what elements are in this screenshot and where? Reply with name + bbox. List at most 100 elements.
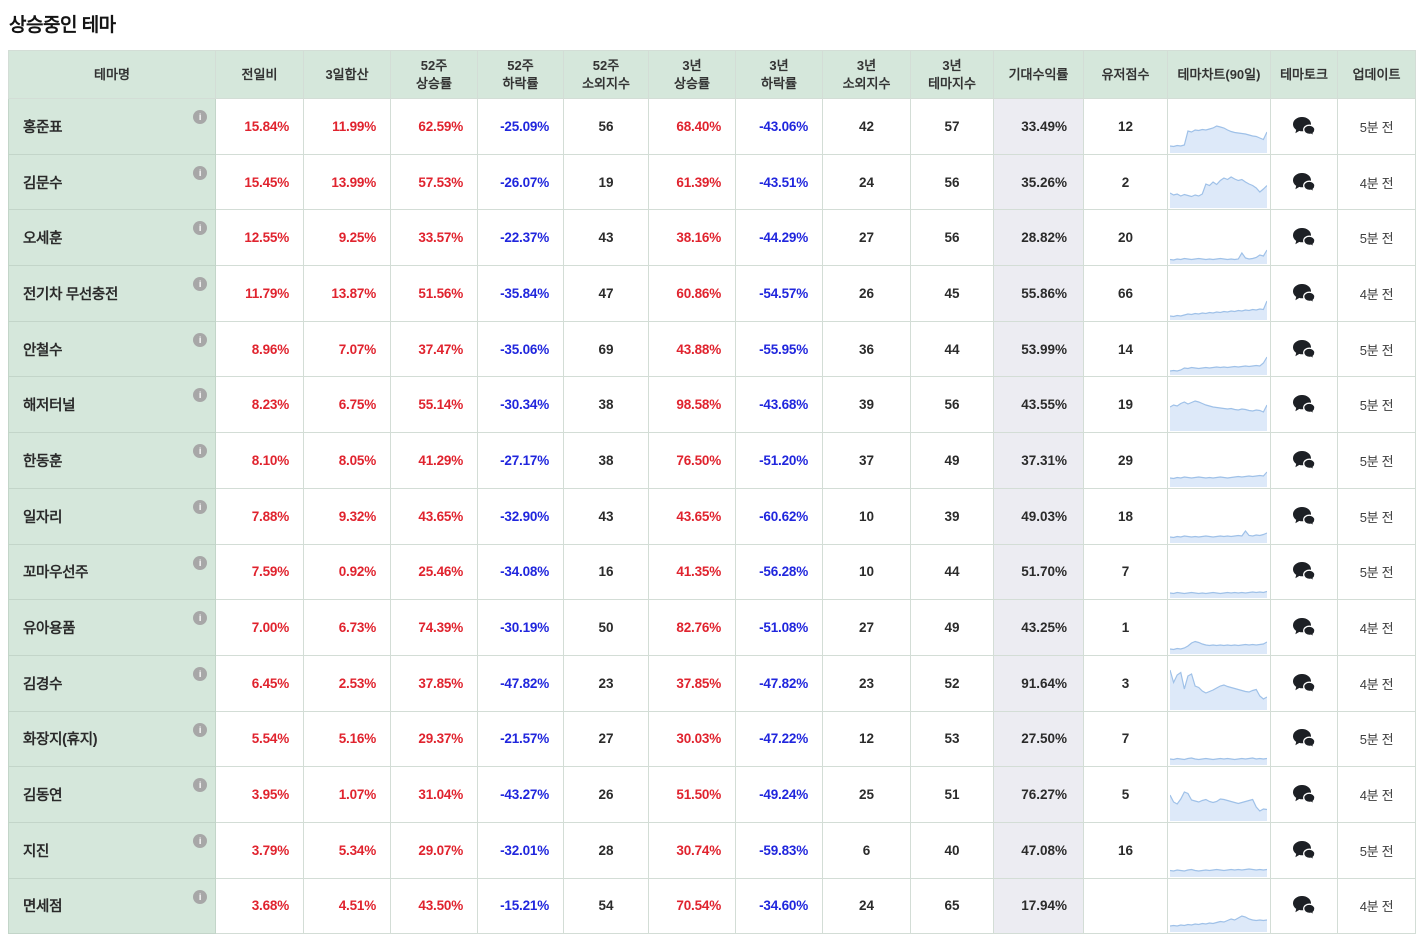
talk-icon[interactable] (1292, 227, 1316, 249)
theme-talk-cell[interactable] (1270, 766, 1338, 823)
theme-name[interactable]: 일자리 (23, 509, 63, 526)
change-1d-value: 8.96% (215, 320, 304, 378)
col-header-neglect-52w[interactable]: 52주 소외지수 (563, 50, 649, 99)
theme-talk-cell[interactable] (1270, 710, 1338, 768)
theme-talk-cell[interactable] (1270, 153, 1338, 211)
theme-name[interactable]: 화장지(휴지) (23, 732, 98, 749)
talk-icon[interactable] (1292, 895, 1316, 917)
talk-icon[interactable] (1292, 394, 1316, 416)
theme-talk-cell[interactable] (1270, 432, 1338, 489)
theme-name-cell[interactable]: 한동훈 i (8, 432, 216, 489)
info-icon[interactable]: i (193, 611, 207, 626)
theme-name[interactable]: 해저터널 (23, 398, 76, 415)
theme-talk-cell[interactable] (1270, 654, 1338, 712)
col-header-fall-3y[interactable]: 3년 하락률 (735, 50, 823, 99)
theme-name[interactable]: 전기차 무선충전 (23, 286, 119, 303)
theme-sparkline-chart (1167, 877, 1271, 934)
info-icon[interactable]: i (193, 332, 207, 347)
col-header-rise-3y[interactable]: 3년 상승률 (648, 50, 736, 99)
theme-talk-cell[interactable] (1270, 209, 1338, 267)
info-icon[interactable]: i (193, 722, 207, 737)
talk-icon[interactable] (1292, 116, 1316, 137)
info-icon[interactable]: i (193, 277, 207, 292)
theme-talk-cell[interactable] (1270, 599, 1338, 656)
info-icon[interactable]: i (193, 778, 207, 793)
theme-name[interactable]: 김경수 (23, 676, 63, 693)
theme-name[interactable]: 면세점 (23, 899, 63, 916)
theme-name-cell[interactable]: 화장지(휴지) i (8, 710, 216, 768)
theme-name[interactable]: 한동훈 (23, 453, 63, 470)
info-icon[interactable]: i (193, 388, 207, 403)
talk-icon[interactable] (1292, 673, 1316, 694)
theme-talk-cell[interactable] (1270, 320, 1338, 378)
theme-talk-cell[interactable] (1270, 376, 1338, 434)
theme-name-cell[interactable]: 홍준표 i (8, 98, 216, 155)
theme-name-cell[interactable]: 유아용품 i (8, 599, 216, 656)
talk-icon[interactable] (1292, 506, 1316, 527)
talk-icon[interactable] (1292, 784, 1316, 806)
theme-talk-cell[interactable] (1270, 98, 1338, 155)
theme-name-cell[interactable]: 면세점 i (8, 877, 216, 934)
theme-name-cell[interactable]: 전기차 무선충전 i (8, 265, 216, 322)
col-header-rise-52w[interactable]: 52주 상승률 (390, 50, 478, 99)
info-icon[interactable]: i (193, 110, 207, 124)
theme-name-cell[interactable]: 꼬마우선주 i (8, 543, 216, 601)
col-header-change-1d[interactable]: 전일비 (215, 50, 304, 99)
theme-talk-cell[interactable] (1270, 487, 1338, 545)
info-icon[interactable]: i (193, 499, 207, 514)
theme-talk-cell[interactable] (1270, 265, 1338, 322)
theme-talk-cell[interactable] (1270, 543, 1338, 601)
sum-3d-value: 0.92% (303, 543, 391, 601)
theme-name[interactable]: 김문수 (23, 175, 63, 192)
col-header-fall-52w[interactable]: 52주 하락률 (477, 50, 564, 99)
talk-icon[interactable] (1292, 339, 1316, 360)
info-icon[interactable]: i (193, 889, 207, 904)
talk-icon[interactable] (1292, 561, 1316, 583)
user-score-value: 5 (1083, 766, 1168, 823)
talk-icon[interactable] (1292, 617, 1316, 639)
info-icon[interactable]: i (193, 555, 207, 570)
info-icon[interactable]: i (193, 444, 207, 459)
theme-name[interactable]: 안철수 (23, 342, 63, 359)
theme-name[interactable]: 오세훈 (23, 231, 63, 248)
index-3y-value: 56 (910, 153, 994, 211)
col-header-user-score[interactable]: 유저점수 (1083, 50, 1168, 99)
theme-name-cell[interactable]: 안철수 i (8, 320, 216, 378)
theme-name[interactable]: 김동연 (23, 788, 63, 805)
talk-icon[interactable] (1292, 840, 1316, 861)
theme-name[interactable]: 지진 (23, 843, 50, 860)
change-1d-value: 11.79% (215, 265, 304, 322)
user-score-value: 2 (1083, 153, 1168, 211)
col-header-sum-3d[interactable]: 3일합산 (303, 50, 391, 99)
theme-name-cell[interactable]: 해저터널 i (8, 376, 216, 434)
theme-name-cell[interactable]: 지진 i (8, 821, 216, 879)
theme-name[interactable]: 홍준표 (23, 119, 63, 136)
theme-name-cell[interactable]: 일자리 i (8, 487, 216, 545)
neglect-3y-value: 23 (822, 654, 911, 712)
theme-name-cell[interactable]: 오세훈 i (8, 209, 216, 267)
info-icon[interactable]: i (193, 165, 207, 180)
fall-3y-value: -54.57% (735, 265, 823, 322)
col-header-theme-name[interactable]: 테마명 (8, 50, 216, 99)
theme-name[interactable]: 꼬마우선주 (23, 565, 89, 582)
theme-name[interactable]: 유아용품 (23, 621, 76, 638)
col-header-index-3y[interactable]: 3년 테마지수 (910, 50, 994, 99)
info-icon[interactable]: i (193, 666, 207, 681)
theme-name-cell[interactable]: 김동연 i (8, 766, 216, 823)
fall-3y-value: -43.51% (735, 153, 823, 211)
rise-3y-value: 60.86% (648, 265, 736, 322)
talk-icon[interactable] (1292, 172, 1316, 193)
info-icon[interactable]: i (193, 833, 207, 848)
col-header-neglect-3y[interactable]: 3년 소외지수 (822, 50, 911, 99)
col-header-expected-return[interactable]: 기대수익률 (993, 50, 1084, 99)
info-icon[interactable]: i (193, 221, 207, 236)
talk-icon[interactable] (1292, 283, 1316, 304)
rise-3y-value: 43.88% (648, 320, 736, 378)
talk-icon[interactable] (1292, 450, 1316, 472)
theme-talk-cell[interactable] (1270, 877, 1338, 934)
theme-name-cell[interactable]: 김경수 i (8, 654, 216, 712)
talk-icon[interactable] (1292, 728, 1316, 750)
rise-52w-value: 55.14% (390, 376, 478, 434)
theme-name-cell[interactable]: 김문수 i (8, 153, 216, 211)
theme-talk-cell[interactable] (1270, 821, 1338, 879)
